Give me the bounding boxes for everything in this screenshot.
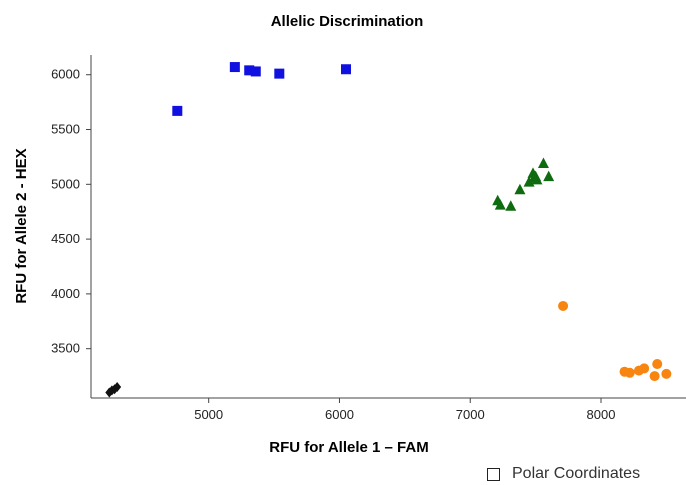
triangle-point — [514, 183, 526, 195]
y-axis-label: RFU for Allele 2 - HEX — [13, 148, 30, 303]
x-tick-label: 6000 — [325, 407, 354, 422]
polar-coordinates-checkbox[interactable] — [487, 467, 500, 481]
y-tick-label: 3500 — [51, 341, 80, 356]
polar-coordinates-toggle[interactable]: Polar Coordinates — [487, 465, 640, 483]
x-axis-label: RFU for Allele 1 – FAM — [269, 439, 428, 456]
circle-point — [639, 363, 650, 374]
chart-title: Allelic Discrimination — [271, 13, 424, 30]
y-tick-label: 6000 — [51, 67, 80, 82]
triangle-point — [528, 171, 540, 183]
circle-point — [652, 359, 663, 370]
x-tick-label: 8000 — [587, 407, 616, 422]
x-tick-label: 5000 — [194, 407, 223, 422]
triangle-point — [543, 170, 555, 182]
square-point — [172, 105, 183, 116]
y-tick-label: 5500 — [51, 122, 80, 137]
diamond-point — [113, 382, 122, 393]
circle-point — [624, 367, 635, 378]
y-tick-label: 5000 — [51, 176, 80, 191]
circle-point — [649, 371, 660, 382]
circle-point — [558, 300, 569, 311]
square-point — [274, 68, 285, 79]
square-point — [341, 64, 351, 75]
square-point — [250, 66, 261, 77]
square-point — [244, 65, 255, 76]
circle-point — [661, 368, 672, 379]
triangle-point — [494, 199, 506, 210]
x-tick-label: 7000 — [456, 407, 485, 422]
allelic-discrimination-chart: Allelic Discrimination 5000 6000 7000 8000 3… — [13, 13, 686, 456]
triangle-point — [505, 200, 517, 211]
triangle-point — [537, 157, 549, 168]
y-tick-label: 4000 — [51, 286, 80, 301]
square-point — [229, 62, 240, 73]
y-tick-label: 4500 — [51, 231, 80, 246]
polar-coordinates-label: Polar Coordinates — [512, 465, 641, 482]
